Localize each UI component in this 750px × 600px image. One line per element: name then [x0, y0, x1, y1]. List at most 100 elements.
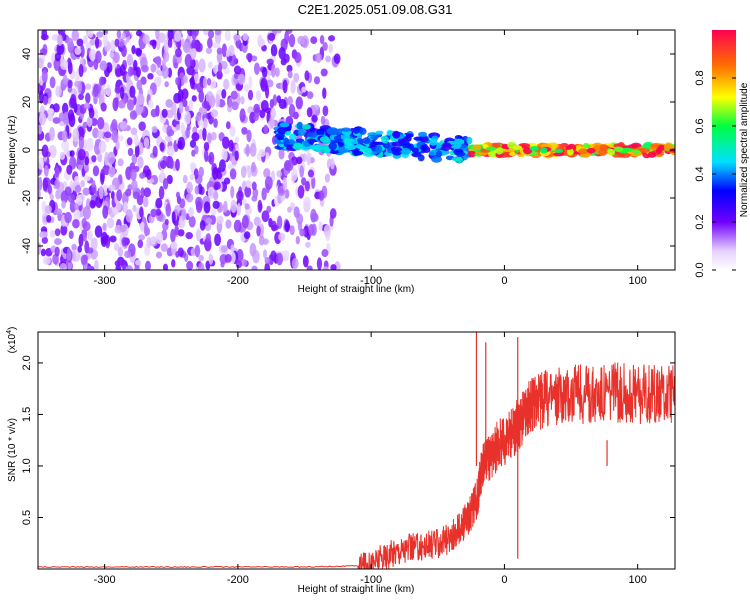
heatmap-cell — [53, 103, 60, 113]
heatmap-cell — [42, 177, 49, 192]
heatmap-cell — [292, 142, 303, 150]
heatmap-cell — [278, 148, 285, 160]
heatmap-cell — [301, 35, 310, 49]
heatmap-cell — [613, 143, 624, 148]
heatmap-cell — [67, 109, 75, 122]
heatmap-cell — [435, 150, 443, 158]
heatmap-cell — [49, 193, 54, 201]
heatmap-cell — [138, 234, 145, 241]
heatmap-cell — [54, 208, 63, 216]
heatmap-cell — [90, 237, 98, 251]
heatmap-cell — [270, 250, 277, 262]
heatmap-cell — [282, 176, 288, 191]
heatmap-cell — [94, 36, 100, 49]
heatmap-cell — [167, 30, 174, 41]
heatmap-cell — [301, 86, 307, 93]
spectrogram-y-tick-label: -20 — [21, 190, 33, 206]
heatmap-cell — [607, 148, 616, 156]
heatmap-cell — [136, 79, 143, 91]
heatmap-cell — [39, 48, 47, 55]
spectrogram-x-axis: -300 -200 -100 0 100 — [94, 30, 647, 287]
heatmap-cell — [370, 135, 379, 140]
heatmap-cell — [639, 147, 651, 153]
heatmap-cell — [198, 166, 204, 178]
heatmap-cell — [67, 86, 73, 93]
spectrogram-y-tick-label: 40 — [21, 48, 33, 60]
heatmap-cell — [184, 54, 192, 68]
heatmap-cell — [62, 74, 68, 86]
heatmap-cell — [263, 124, 269, 134]
heatmap-cell — [233, 219, 242, 233]
heatmap-cell — [440, 146, 450, 152]
heatmap-cell — [233, 34, 241, 41]
heatmap-cell — [319, 136, 330, 143]
heatmap-cell — [203, 117, 208, 129]
heatmap-cell — [236, 248, 244, 263]
heatmap-cell — [116, 30, 122, 39]
heatmap-cell — [52, 117, 61, 124]
heatmap-cell — [175, 48, 182, 58]
heatmap-cell — [290, 79, 296, 94]
heatmap-cell — [189, 139, 197, 148]
heatmap-cell — [150, 108, 158, 118]
heatmap-cell — [115, 139, 120, 151]
heatmap-cell — [126, 99, 135, 111]
spectrogram-y-tick-label: 0 — [21, 147, 33, 153]
heatmap-cell — [41, 144, 49, 158]
heatmap-cell — [220, 261, 225, 268]
heatmap-cell — [164, 81, 169, 88]
heatmap-cell — [253, 216, 261, 227]
heatmap-cell — [554, 148, 564, 154]
heatmap-cell — [206, 77, 212, 86]
heatmap-cell — [143, 223, 149, 237]
heatmap-cell — [301, 177, 307, 186]
heatmap-cell — [225, 121, 231, 130]
heatmap-cell — [78, 233, 84, 247]
heatmap-cell — [100, 172, 105, 185]
heatmap-cell — [74, 184, 82, 193]
heatmap-cell — [244, 185, 252, 198]
heatmap-cell — [135, 66, 141, 78]
heatmap-cell — [233, 65, 242, 75]
heatmap-cell — [129, 110, 137, 120]
heatmap-cell — [77, 80, 83, 94]
heatmap-cell — [78, 93, 84, 101]
heatmap-cell — [411, 147, 419, 154]
heatmap-cell — [239, 108, 246, 123]
heatmap-cell — [198, 58, 206, 73]
spectrogram-y-tick-label: 20 — [21, 96, 33, 108]
heatmap-cell — [110, 40, 116, 52]
spectrogram-y-tick-label: -40 — [21, 238, 33, 254]
heatmap-cell — [242, 32, 248, 42]
snr-y-axis: 0.5 1.0 1.5 2.0 — [21, 355, 675, 525]
heatmap-cell — [137, 239, 144, 249]
heatmap-cell — [209, 94, 216, 108]
page-title: C2E1.2025.051.09.08.G31 — [297, 2, 453, 17]
heatmap-cell — [270, 44, 278, 57]
heatmap-cell — [47, 62, 52, 69]
heatmap-cell — [175, 251, 180, 258]
heatmap-cell — [305, 241, 311, 248]
heatmap-cell — [207, 30, 215, 39]
heatmap-cell — [599, 144, 609, 152]
heatmap-cell — [121, 44, 127, 57]
colorbar-tick-label: 0.6 — [694, 118, 706, 133]
heatmap-cell — [68, 230, 74, 239]
heatmap-cell — [255, 90, 262, 101]
heatmap-cell — [218, 159, 226, 173]
heatmap-cell — [173, 92, 182, 104]
heatmap-cell — [57, 34, 63, 47]
heatmap-cell — [74, 203, 79, 211]
colorbar-gradient — [712, 30, 736, 270]
heatmap-cell — [210, 208, 217, 216]
snr-x-tick-label: -300 — [94, 574, 116, 586]
heatmap-cell — [318, 221, 323, 231]
heatmap-cell — [669, 148, 675, 153]
heatmap-cell — [647, 151, 657, 158]
heatmap-cell — [203, 148, 209, 163]
heatmap-cell — [40, 248, 46, 257]
heatmap-cell — [125, 265, 133, 270]
heatmap-cell — [195, 200, 203, 214]
heatmap-cell — [400, 147, 412, 155]
